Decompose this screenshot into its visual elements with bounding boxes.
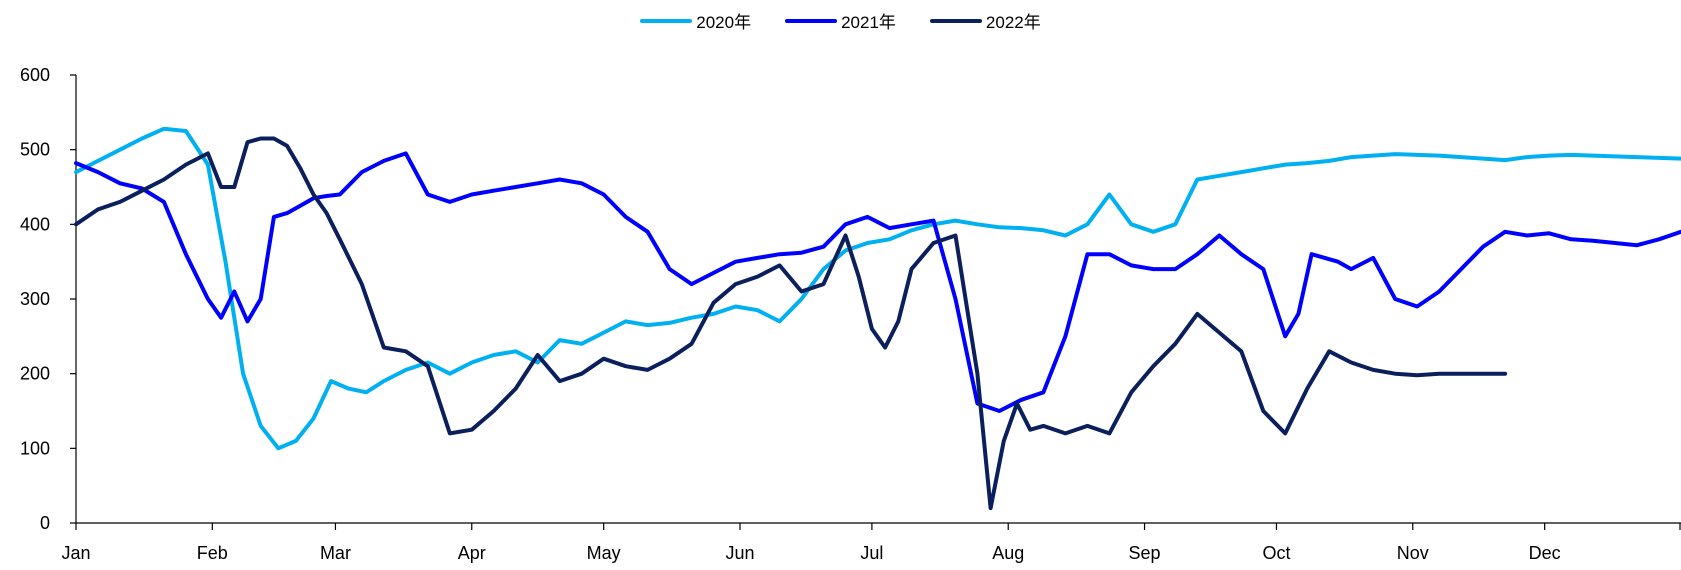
legend-swatch-2020: [640, 18, 693, 23]
legend-item-2021: 2021年: [785, 8, 896, 33]
x-tick-label-may: May: [587, 543, 621, 563]
legend-label-2022: 2022年: [985, 13, 1041, 32]
x-tick-label-oct: Oct: [1262, 543, 1290, 563]
x-tick-label-sep: Sep: [1129, 543, 1161, 563]
legend-label-2021: 2021年: [841, 13, 896, 32]
x-tick-label-mar: Mar: [320, 543, 351, 563]
y-tick-label-200: 200: [20, 364, 50, 384]
y-tick-label-300: 300: [20, 289, 50, 309]
x-tick-label-feb: Feb: [197, 543, 228, 563]
series-line-2020: [74, 126, 1681, 451]
x-tick-label-jul: Jul: [860, 543, 883, 563]
x-tick-label-jun: Jun: [725, 543, 754, 563]
x-tick-label-dec: Dec: [1529, 543, 1561, 563]
x-tick-label-apr: Apr: [458, 543, 486, 563]
x-tick-label-aug: Aug: [992, 543, 1024, 563]
x-tick-label-jan: Jan: [61, 543, 90, 563]
legend-item-2020: 2020年: [640, 8, 751, 33]
series-line-2021: [74, 151, 1681, 413]
x-tick-label-nov: Nov: [1397, 543, 1429, 563]
y-tick-label-100: 100: [20, 438, 50, 458]
legend-label-2020: 2020年: [696, 13, 752, 32]
legend-swatch-2021: [785, 18, 838, 23]
y-tick-label-600: 600: [20, 65, 50, 85]
chart-legend: 2020年 2021年 2022年: [0, 8, 1681, 33]
y-tick-label-500: 500: [20, 140, 50, 160]
legend-swatch-2022: [929, 18, 982, 23]
legend-item-2022: 2022年: [929, 8, 1041, 33]
y-tick-label-400: 400: [20, 214, 50, 234]
series-line-2022: [74, 136, 1508, 511]
y-tick-label-0: 0: [40, 513, 50, 533]
